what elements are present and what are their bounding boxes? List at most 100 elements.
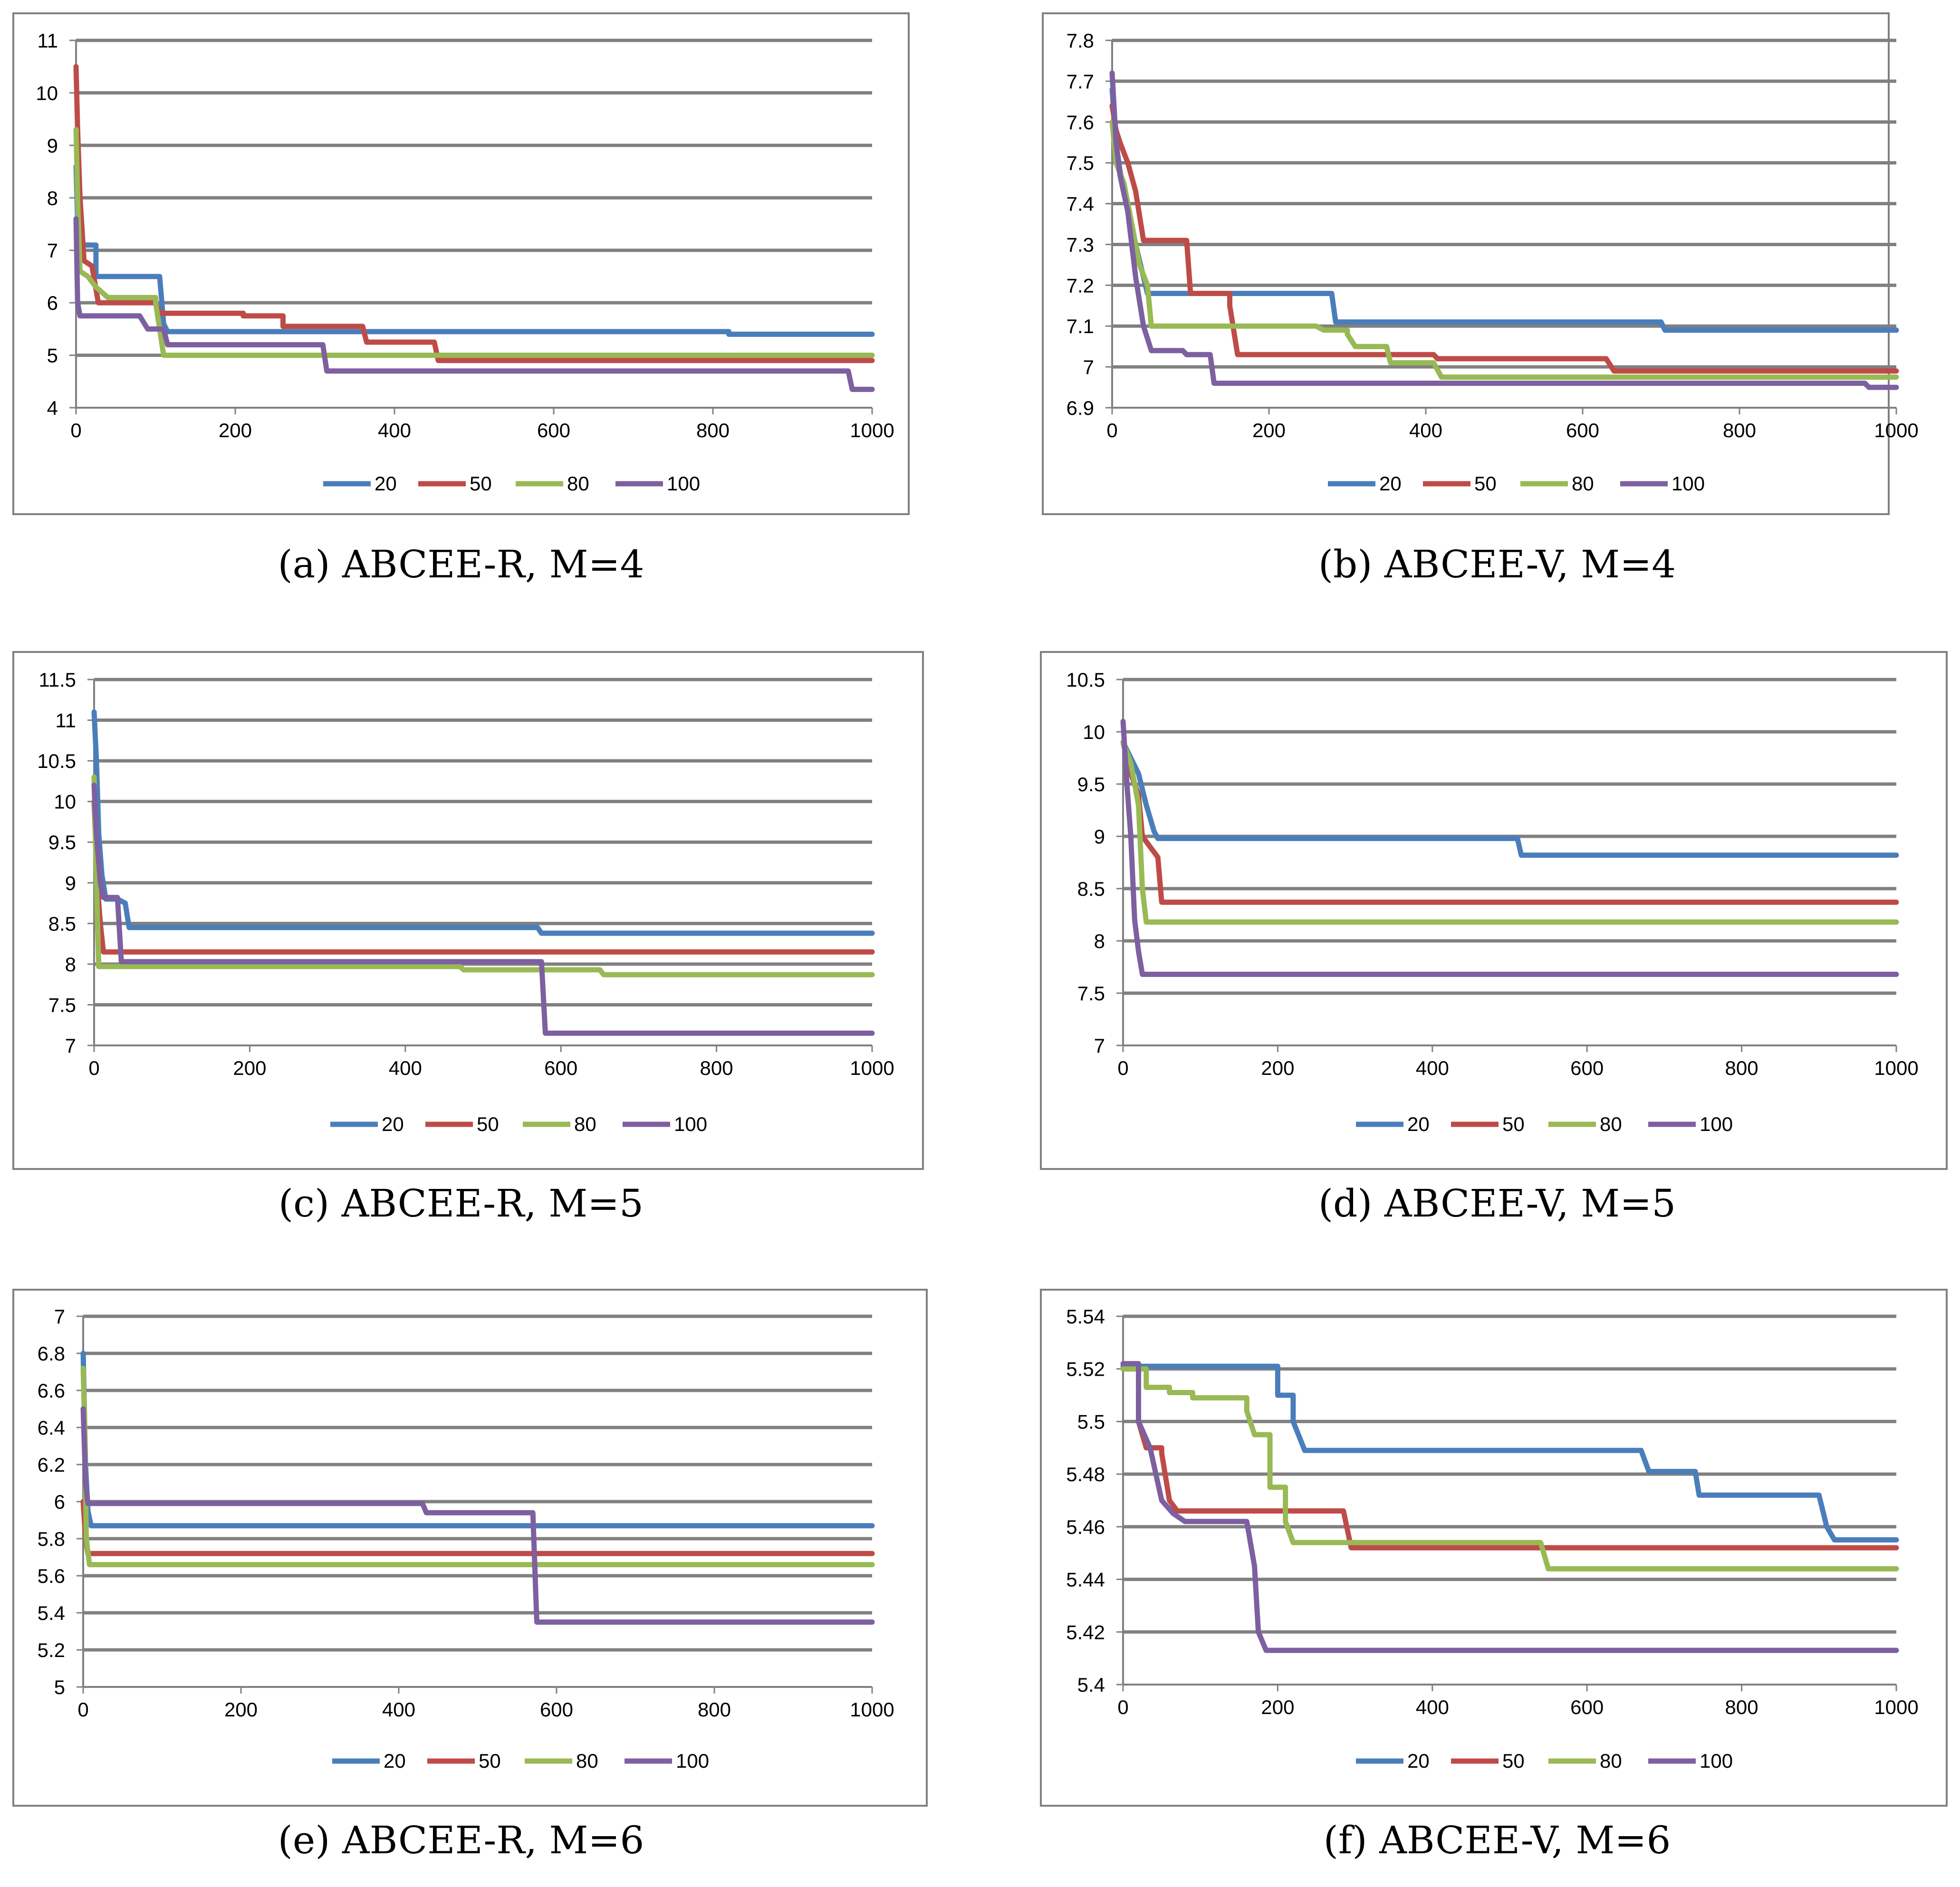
y-tick-label: 8 (65, 953, 76, 976)
x-tick-label: 200 (219, 419, 252, 441)
x-tick-label: 800 (1723, 419, 1756, 441)
y-tick-label: 9 (1094, 825, 1105, 848)
legend-label-20: 20 (384, 1750, 406, 1772)
x-tick-label: 1000 (1874, 419, 1918, 441)
series-line-100 (1120, 718, 1899, 977)
legend-label-100: 100 (667, 472, 700, 495)
x-tick-label: 800 (1725, 1057, 1758, 1079)
legend-label-20: 20 (375, 472, 397, 495)
y-tick-label: 6 (54, 1491, 65, 1513)
legend-label-50: 50 (1502, 1750, 1525, 1772)
y-tick-label: 10.5 (1066, 669, 1105, 691)
y-tick-label: 7.8 (1066, 29, 1094, 52)
y-tick-label: 6.8 (38, 1342, 65, 1365)
y-tick-label: 10 (36, 82, 58, 104)
y-tick-label: 7.5 (48, 994, 76, 1016)
legend-label-80: 80 (1572, 472, 1594, 495)
series-line-50 (1109, 103, 1899, 374)
chart-panel-a: 4 5 6 7 8 9 10 11 0 200 400 600 800 1000 20 50 80 100 (12, 12, 910, 515)
series-line-100 (80, 1406, 875, 1625)
series-line-100 (1109, 70, 1899, 390)
x-tick-label: 600 (1570, 1057, 1604, 1079)
legend-label-20: 20 (1407, 1750, 1430, 1772)
y-tick-label: 5.52 (1066, 1358, 1105, 1380)
chart-frame (12, 12, 910, 515)
legend-label-50: 50 (1474, 472, 1497, 495)
chart-panel-e: 5 5.2 5.4 5.6 5.8 6 6.2 6.4 6.6 6.8 7 0 200 400 600 800… (12, 1289, 928, 1807)
y-tick-label: 5.42 (1066, 1621, 1105, 1643)
y-tick-label: 7.3 (1066, 233, 1094, 256)
y-tick-label: 8.5 (1077, 878, 1105, 900)
panel-caption: (e) ABCEE-R, M=6 (278, 1818, 644, 1862)
y-tick-label: 7 (1094, 1034, 1105, 1057)
x-tick-label: 600 (537, 419, 570, 441)
x-tick-label: 800 (698, 1698, 731, 1721)
x-tick-label: 800 (700, 1057, 733, 1079)
legend-label-20: 20 (382, 1113, 404, 1135)
y-tick-label: 10.5 (37, 750, 76, 772)
chart-frame (1042, 12, 1890, 515)
x-tick-label: 1000 (850, 1057, 894, 1079)
y-tick-label: 7 (54, 1305, 65, 1328)
chart-panel-f: 5.4 5.42 5.44 5.46 5.48 5.5 5.52 5.54 0 200 400 600… (1040, 1289, 1948, 1807)
y-tick-label: 9.5 (1077, 773, 1105, 795)
y-tick-label: 10 (54, 791, 76, 813)
y-tick-label: 7 (1083, 356, 1094, 378)
y-tick-label: 7.4 (1066, 193, 1094, 215)
y-tick-label: 5 (54, 1676, 65, 1698)
legend-label-100: 100 (1700, 1750, 1733, 1772)
y-tick-label: 5.4 (38, 1602, 65, 1624)
x-tick-label: 200 (233, 1057, 266, 1079)
series-line-80 (1120, 1366, 1899, 1571)
y-tick-label: 8.5 (48, 912, 76, 935)
x-tick-label: 0 (1117, 1057, 1128, 1079)
legend-label-80: 80 (574, 1113, 596, 1135)
panel-caption: (d) ABCEE-V, M=5 (1318, 1181, 1676, 1226)
legend-label-50: 50 (1502, 1113, 1525, 1135)
chart-panel-d: 7 7.5 8 8.5 9 9.5 10 10.5 0 200 400 600 800 1000 20 50 8… (1040, 651, 1948, 1170)
y-tick-label: 5.4 (1077, 1674, 1105, 1696)
legend-label-50: 50 (477, 1113, 499, 1135)
x-tick-label: 600 (1566, 419, 1599, 441)
x-tick-label: 400 (1409, 419, 1442, 441)
y-tick-label: 4 (47, 397, 58, 419)
x-tick-label: 400 (1416, 1057, 1449, 1079)
x-tick-label: 600 (1570, 1696, 1604, 1718)
x-tick-label: 400 (382, 1698, 415, 1721)
x-tick-label: 0 (1117, 1696, 1128, 1718)
y-tick-label: 7.2 (1066, 274, 1094, 297)
y-tick-label: 5.48 (1066, 1463, 1105, 1485)
y-tick-label: 9.5 (48, 831, 76, 853)
legend-label-20: 20 (1407, 1113, 1430, 1135)
y-tick-label: 5 (47, 345, 58, 367)
series-line-80 (73, 127, 875, 358)
y-tick-label: 5.2 (38, 1639, 65, 1661)
y-tick-label: 9 (65, 872, 76, 894)
y-tick-label: 5.46 (1066, 1516, 1105, 1538)
series-line-80 (1120, 739, 1899, 925)
y-tick-label: 7.5 (1066, 152, 1094, 174)
x-tick-label: 400 (389, 1057, 422, 1079)
panel-caption: (a) ABCEE-R, M=4 (278, 542, 644, 586)
x-tick-label: 0 (77, 1698, 88, 1721)
x-tick-label: 600 (544, 1057, 577, 1079)
legend-label-50: 50 (479, 1750, 501, 1772)
legend-label-80: 80 (567, 472, 589, 495)
series-line-100 (73, 216, 875, 392)
x-tick-label: 200 (1261, 1057, 1294, 1079)
x-tick-label: 0 (88, 1057, 99, 1079)
y-tick-label: 7 (47, 239, 58, 262)
y-tick-label: 5.5 (1077, 1410, 1105, 1433)
series-line-100 (1120, 1361, 1899, 1653)
x-tick-label: 800 (696, 419, 730, 441)
chart-panel-c: 7 7.5 8 8.5 9 9.5 10 10.5 11 11.5 0 200 400 600 800 100… (12, 651, 924, 1170)
legend-label-100: 100 (676, 1750, 709, 1772)
series-line-50 (73, 64, 875, 364)
legend-label-100: 100 (674, 1113, 707, 1135)
series-line-80 (91, 774, 875, 977)
y-tick-label: 5.44 (1066, 1569, 1105, 1591)
legend-label-80: 80 (1600, 1750, 1622, 1772)
y-tick-label: 6.6 (38, 1379, 65, 1402)
panel-caption: (f) ABCEE-V, M=6 (1324, 1818, 1671, 1862)
series-line-100 (91, 782, 875, 1036)
